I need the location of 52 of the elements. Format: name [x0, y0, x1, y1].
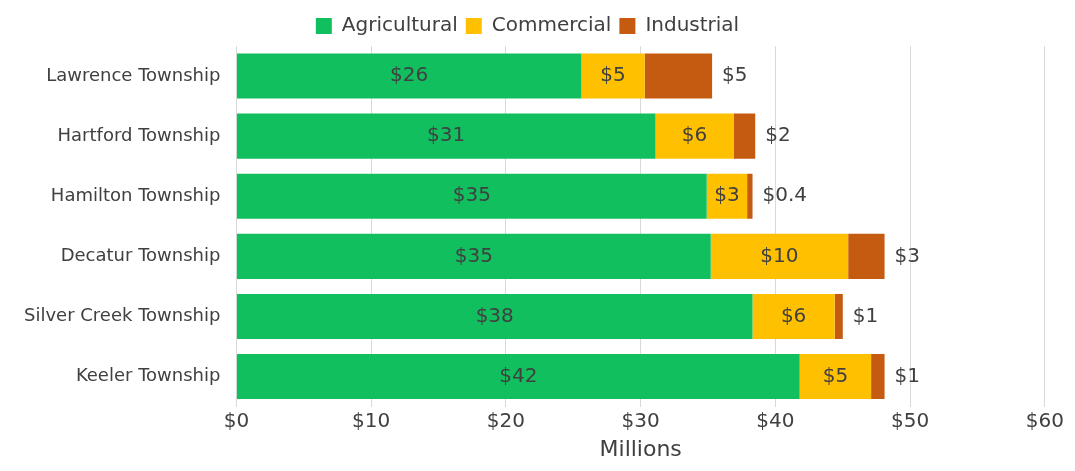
x-axis-title: Millions — [599, 435, 682, 461]
data-label: $1 — [852, 302, 879, 327]
bar — [752, 293, 835, 339]
bar — [799, 354, 872, 400]
x-tick-label: $60 — [1025, 407, 1065, 432]
bar — [236, 354, 800, 400]
bar — [733, 113, 756, 159]
bar — [710, 233, 849, 279]
x-tick-label: $50 — [891, 407, 930, 432]
x-tick-label: $10 — [352, 407, 391, 432]
data-label: $26 — [390, 62, 429, 87]
bar — [236, 113, 656, 159]
y-tick-label: Silver Creek Township — [24, 304, 221, 326]
x-tick-label: $0 — [223, 407, 250, 432]
legend-label: Agricultural — [341, 12, 458, 37]
bar — [747, 173, 753, 219]
data-label: $35 — [452, 182, 491, 207]
data-label: $0.4 — [762, 182, 808, 207]
y-tick-label: Lawrence Township — [46, 63, 221, 85]
bar — [236, 293, 753, 339]
y-tick-label: Hartford Township — [57, 123, 221, 145]
data-label: $5 — [600, 62, 626, 87]
data-label: $2 — [765, 122, 791, 147]
data-label: $31 — [427, 122, 466, 147]
legend-label: Industrial — [645, 12, 740, 37]
bar — [581, 53, 645, 99]
bar — [236, 233, 711, 279]
x-tick-label: $20 — [486, 407, 526, 432]
data-label: $3 — [714, 182, 740, 207]
data-label: $35 — [454, 242, 493, 267]
x-tick-label: $30 — [621, 407, 660, 432]
data-label: $10 — [760, 242, 799, 267]
bar — [834, 293, 843, 339]
y-tick-label: Keeler Township — [75, 364, 221, 386]
data-label: $3 — [894, 242, 921, 267]
data-label: $1 — [894, 362, 921, 387]
bar — [848, 233, 885, 279]
y-tick-label: Decatur Township — [60, 244, 221, 266]
y-tick-label: Hamilton Township — [50, 183, 221, 205]
data-label: $6 — [681, 122, 708, 147]
data-label: $5 — [722, 62, 748, 87]
data-label: $6 — [780, 302, 807, 327]
x-tick-label: $40 — [756, 407, 795, 432]
legend-label: Commercial — [491, 12, 612, 37]
bar — [655, 113, 734, 159]
data-label: $38 — [475, 302, 514, 327]
bar — [871, 354, 885, 400]
data-label: $42 — [499, 362, 538, 387]
bar — [236, 53, 582, 99]
bar — [236, 173, 707, 219]
data-label: $5 — [822, 362, 849, 387]
bar — [644, 53, 713, 99]
